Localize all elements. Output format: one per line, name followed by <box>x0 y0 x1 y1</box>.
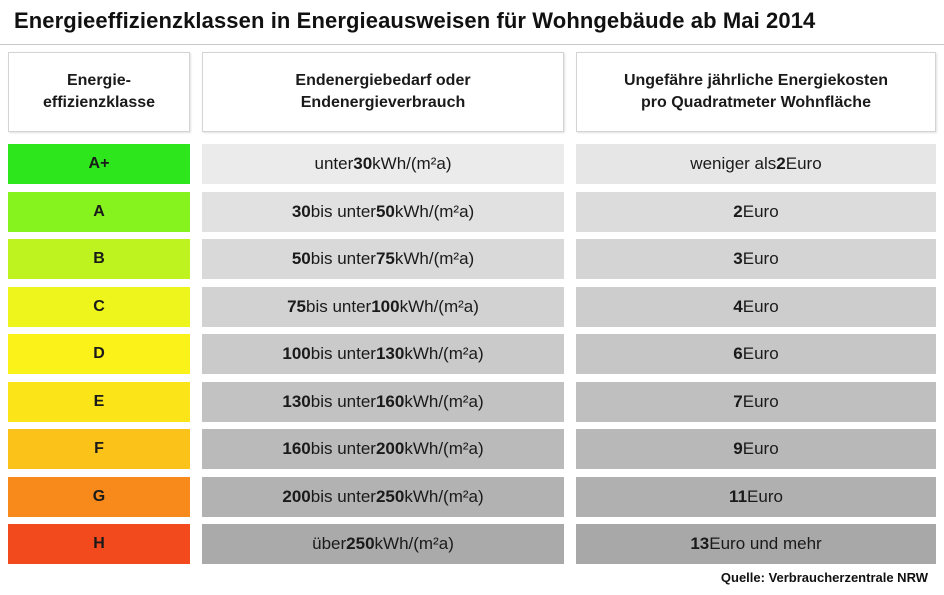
header-energy-cost-line2: pro Quadratmeter Wohnfläche <box>641 94 871 111</box>
header-energy-cost-line1: Ungefähre jährliche Energiekosten <box>623 72 889 89</box>
header-energy-class: Energie- effizienzklasse <box>8 52 190 132</box>
class-cell-a: A <box>8 192 190 232</box>
cost-cell-f: 9 Euro <box>576 429 936 469</box>
page-title: Energieeffizienzklassen in Energieauswei… <box>14 8 816 33</box>
title-divider <box>0 44 944 45</box>
cost-cell-a-plus: weniger als 2 Euro <box>576 144 936 184</box>
source-note: Quelle: Verbraucherzentrale NRW <box>720 570 928 585</box>
header-energy-class-line1: Energie- <box>66 72 131 89</box>
class-cell-c: C <box>8 287 190 327</box>
header-energy-demand-line2: Endenergieverbrauch <box>300 94 466 111</box>
header-energy-demand-line1: Endenergiebedarf oder <box>295 72 471 89</box>
demand-cell-b: 50 bis unter 75 kWh/(m²a) <box>202 239 564 279</box>
demand-cell-c: 75 bis unter 100 kWh/(m²a) <box>202 287 564 327</box>
class-cell-b: B <box>8 239 190 279</box>
demand-cell-h: über 250 kWh/(m²a) <box>202 524 564 564</box>
cost-cell-b: 3 Euro <box>576 239 936 279</box>
header-energy-cost: Ungefähre jährliche Energiekosten pro Qu… <box>576 52 936 132</box>
class-cell-a-plus: A+ <box>8 144 190 184</box>
demand-cell-d: 100 bis unter 130 kWh/(m²a) <box>202 334 564 374</box>
class-cell-e: E <box>8 382 190 422</box>
class-cell-h: H <box>8 524 190 564</box>
header-energy-demand: Endenergiebedarf oder Endenergieverbrauc… <box>202 52 564 132</box>
demand-cell-f: 160 bis unter 200 kWh/(m²a) <box>202 429 564 469</box>
cost-cell-e: 7 Euro <box>576 382 936 422</box>
cost-cell-g: 11 Euro <box>576 477 936 517</box>
header-energy-class-line2: effizienzklasse <box>42 94 156 111</box>
cost-cell-a: 2 Euro <box>576 192 936 232</box>
demand-cell-g: 200 bis unter 250 kWh/(m²a) <box>202 477 564 517</box>
demand-cell-a-plus: unter 30 kWh/(m²a) <box>202 144 564 184</box>
demand-cell-e: 130 bis unter 160 kWh/(m²a) <box>202 382 564 422</box>
cost-cell-h: 13 Euro und mehr <box>576 524 936 564</box>
class-cell-d: D <box>8 334 190 374</box>
cost-cell-c: 4 Euro <box>576 287 936 327</box>
class-cell-f: F <box>8 429 190 469</box>
cost-cell-d: 6 Euro <box>576 334 936 374</box>
class-cell-g: G <box>8 477 190 517</box>
demand-cell-a: 30 bis unter 50 kWh/(m²a) <box>202 192 564 232</box>
